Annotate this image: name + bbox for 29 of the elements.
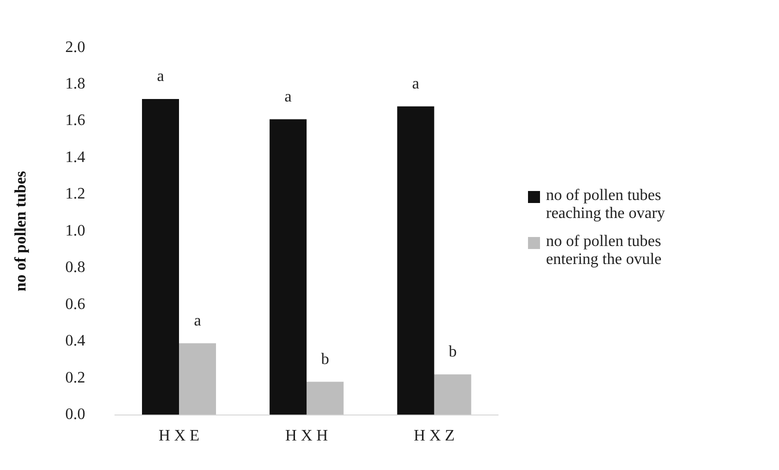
legend-label: no of pollen tubes reaching the ovary (546, 187, 666, 223)
y-tick-label: 0.6 (65, 296, 86, 313)
y-tick-label: 0.0 (65, 406, 86, 424)
bar (397, 106, 434, 415)
y-tick-label: 1.4 (65, 148, 86, 166)
x-tick-label: H X H (285, 428, 328, 445)
legend-label: no of pollen tubes entering the ovule (546, 233, 663, 269)
annotation: a (284, 88, 292, 106)
x-tick-label: H X E (158, 428, 200, 445)
y-tick-label: 2.0 (65, 38, 86, 56)
y-tick-label: 0.8 (65, 259, 86, 276)
annotation: b (448, 344, 457, 361)
y-tick-label: 1.8 (65, 76, 86, 93)
annotation: a (156, 68, 164, 86)
bar (434, 374, 472, 415)
y-tick-label: 1.2 (65, 186, 86, 203)
annotation: b (321, 350, 330, 368)
y-tick-label: 0.4 (65, 332, 86, 350)
x-tick-label: H X Z (414, 428, 455, 445)
annotation: a (412, 76, 420, 93)
bar (306, 382, 344, 415)
y-tick-label: 1.0 (65, 222, 86, 240)
bar (270, 119, 307, 415)
bar (179, 343, 216, 415)
y-axis-title: no of pollen tubes (12, 170, 30, 292)
y-tick-label: 1.6 (65, 112, 86, 130)
annotation: a (194, 312, 202, 330)
y-tick-label: 0.2 (65, 369, 86, 386)
bar (142, 99, 179, 415)
